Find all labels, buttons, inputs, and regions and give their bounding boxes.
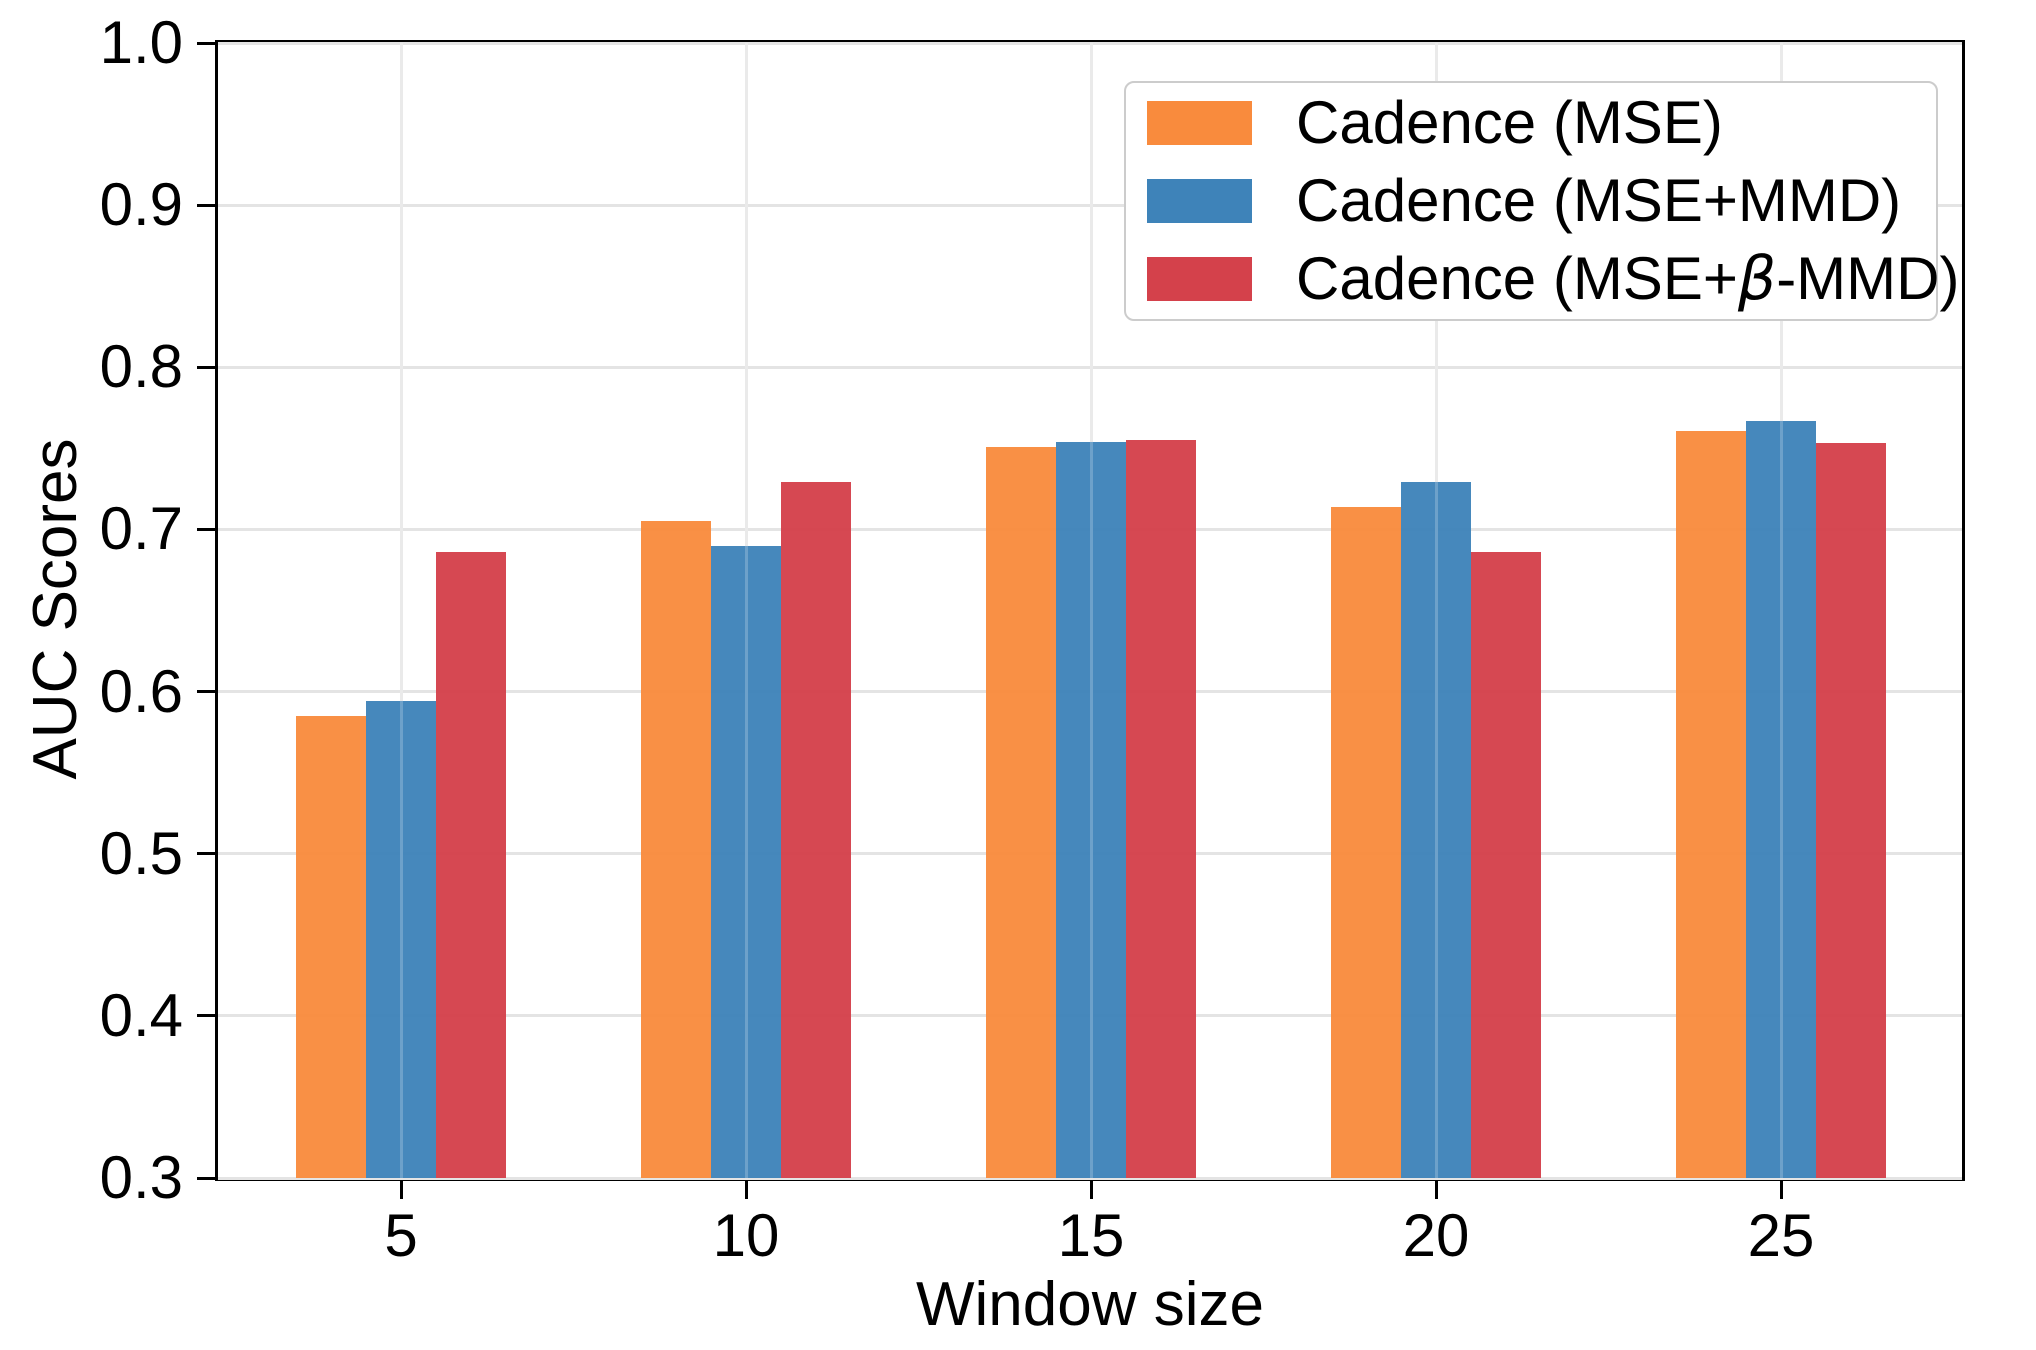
- gridline-vertical: [399, 43, 403, 1178]
- y-tick-label: 0.4: [99, 981, 183, 1049]
- y-tick-mark: [197, 1014, 215, 1018]
- bar-series2-x5: [366, 701, 436, 1178]
- y-tick-label: 1.0: [99, 9, 183, 76]
- bar-series3-x25: [1816, 443, 1886, 1178]
- bar-series3-x20: [1471, 552, 1541, 1178]
- bar-series3-x5: [436, 552, 506, 1178]
- x-tick-label: 5: [384, 1202, 418, 1269]
- y-tick-mark: [197, 365, 215, 369]
- y-tick-label: 0.5: [99, 819, 183, 887]
- y-tick-label: 0.7: [99, 495, 183, 563]
- x-tick-mark: [1434, 1181, 1438, 1199]
- y-tick-mark: [197, 41, 215, 45]
- y-tick-label: 0.8: [99, 333, 183, 401]
- x-tick-mark: [1089, 1181, 1093, 1199]
- bar-series2-x10: [711, 545, 781, 1178]
- x-tick-label: 20: [1402, 1202, 1470, 1269]
- bar-series1-x5: [296, 715, 366, 1178]
- bar-series3-x15: [1126, 440, 1196, 1178]
- x-tick-mark: [1779, 1181, 1783, 1199]
- legend-label: Cadence (MSE+MMD): [1296, 167, 1902, 234]
- y-tick-label: 0.9: [99, 171, 183, 239]
- bar-series2-x25: [1746, 420, 1816, 1178]
- x-tick-label: 15: [1057, 1202, 1125, 1269]
- gridline-overlay: [1434, 43, 1438, 1178]
- bar-series1-x25: [1676, 430, 1746, 1178]
- legend: Cadence (MSE) Cadence (MSE+MMD) Cadence (M…: [1124, 81, 1959, 321]
- x-tick-label: 10: [712, 1202, 780, 1269]
- beta-symbol: β: [1737, 244, 1777, 314]
- y-tick-label: 0.3: [99, 1144, 183, 1211]
- legend-item-2: Cadence (MSE+MMD): [1126, 163, 1936, 239]
- y-tick-mark: [197, 690, 215, 694]
- y-tick-label: 0.6: [99, 657, 183, 725]
- y-tick-mark: [197, 527, 215, 531]
- bar-series1-x10: [641, 521, 711, 1178]
- y-tick-mark: [197, 852, 215, 856]
- gridline-overlay: [399, 43, 403, 1178]
- legend-item-1: Cadence (MSE): [1126, 85, 1936, 161]
- legend-label: Cadence (MSE): [1296, 89, 1723, 156]
- x-tick-mark: [744, 1181, 748, 1199]
- bar-series1-x20: [1331, 506, 1401, 1178]
- bar-series1-x15: [986, 446, 1056, 1178]
- x-tick-mark: [399, 1181, 403, 1199]
- gridline-overlay: [744, 43, 748, 1178]
- gridline-overlay: [1779, 43, 1783, 1178]
- y-tick-mark: [197, 1176, 215, 1180]
- legend-label: Cadence (MSE+β-MMD): [1296, 244, 1960, 314]
- y-tick-mark: [197, 203, 215, 207]
- bar-series2-x20: [1401, 482, 1471, 1178]
- legend-item-3: Cadence (MSE+β-MMD): [1126, 241, 1959, 317]
- bar-series3-x10: [781, 482, 851, 1178]
- y-axis-title: AUC Scores: [21, 438, 90, 780]
- legend-swatch: [1147, 101, 1252, 145]
- x-axis-title: Window size: [916, 1270, 1264, 1339]
- legend-swatch: [1147, 179, 1252, 223]
- legend-swatch: [1147, 257, 1252, 301]
- gridline-horizontal: [218, 1176, 1962, 1180]
- bar-series2-x15: [1056, 441, 1126, 1178]
- gridline-overlay: [1089, 43, 1093, 1178]
- x-tick-label: 25: [1747, 1202, 1815, 1269]
